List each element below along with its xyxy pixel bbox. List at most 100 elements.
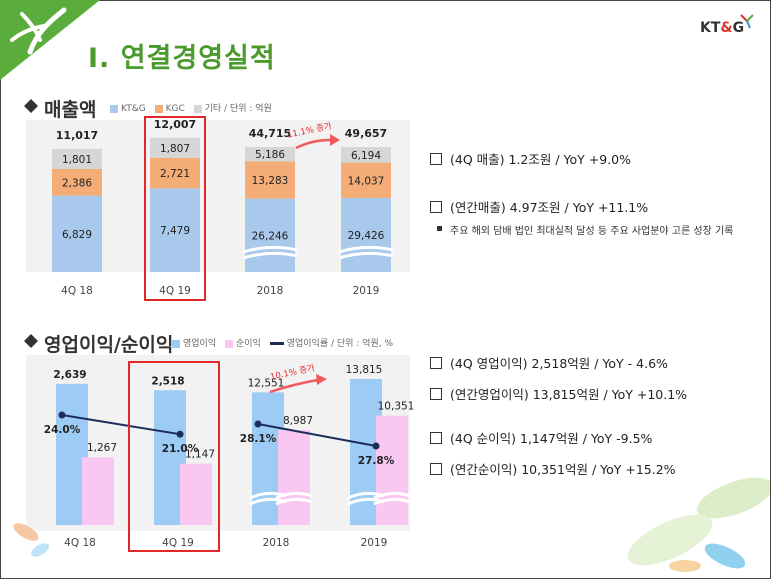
margin-label: 28.1% [240, 433, 277, 445]
net-income-bar [180, 463, 212, 525]
bottom-left-leaf-decoration [13, 523, 50, 557]
note-4q-op: (4Q 영업이익) 2,518억원 / YoY - 4.6% [430, 353, 668, 372]
revenue-category-label: 2018 [257, 285, 284, 297]
revenue-bar-기타-2 [245, 147, 295, 162]
revenue-category-label: 4Q 18 [61, 285, 93, 297]
revenue-total-label: 49,657 [345, 127, 387, 140]
revenue-axis-break-mark [338, 245, 394, 254]
margin-label: 21.0% [162, 443, 199, 455]
revenue-bar-kgc-3 [341, 162, 391, 198]
revenue-value-label: 2,721 [160, 168, 190, 180]
revenue-value-label: 1,807 [160, 143, 190, 155]
profit-growth-arrow [269, 378, 319, 394]
legend-swatch-kgc [154, 104, 163, 113]
revenue-value-label: 5,186 [255, 149, 285, 161]
legend-swatch-other [193, 104, 202, 113]
profit-highlight-box [128, 361, 220, 552]
revenue-value-label: 2,386 [62, 177, 92, 189]
margin-label: 24.0% [44, 424, 81, 436]
checkbox-square-icon [430, 432, 442, 444]
legend-swatch-ktg [110, 104, 118, 113]
margin-point [254, 420, 262, 428]
revenue-value-label: 26,246 [252, 230, 289, 242]
revenue-bar-ktg-1 [150, 188, 200, 272]
revenue-bar-기타-1 [150, 137, 200, 158]
operating-profit-label: 2,518 [151, 375, 184, 387]
corner-leaf-decoration [0, 0, 100, 80]
revenue-value-label: 1,801 [62, 154, 92, 166]
operating-profit-label: 2,639 [53, 369, 86, 381]
profit-category-label: 4Q 19 [162, 537, 194, 549]
revenue-highlight-box [144, 116, 206, 301]
legend-line-margin [269, 342, 284, 345]
revenue-bar-ktg-0 [52, 195, 102, 272]
checkbox-square-icon [430, 463, 442, 475]
revenue-value-label: 7,479 [160, 225, 190, 237]
net-income-bar [82, 457, 114, 525]
revenue-bar-ktg-2 [245, 198, 295, 272]
profit-category-label: 2018 [263, 537, 290, 549]
note-4q-net: (4Q 순이익) 1,147억원 / YoY -9.5% [430, 428, 652, 447]
checkbox-square-icon [430, 388, 442, 400]
margin-line-annual [257, 423, 377, 447]
revenue-bar-kgc-0 [52, 168, 102, 196]
legend-swatch-op [172, 339, 180, 348]
revenue-growth-arrow [295, 138, 331, 150]
revenue-total-label: 12,007 [154, 118, 196, 131]
checkbox-square-icon [430, 357, 442, 369]
checkbox-square-icon [430, 153, 442, 165]
legend-swatch-net [225, 339, 233, 348]
logo-leaf-icon [740, 14, 754, 29]
profit-axis-break-mark [275, 491, 313, 500]
margin-point [176, 430, 184, 438]
revenue-value-label: 14,037 [348, 175, 385, 187]
note-revenue-detail: 주요 해외 담배 법인 최대실적 달성 등 주요 사업분야 고른 성장 기록 [450, 226, 734, 237]
diamond-bullet-icon [24, 334, 38, 348]
revenue-value-label: 13,283 [252, 175, 289, 187]
revenue-value-label: 29,426 [348, 230, 385, 242]
operating-profit-label: 12,551 [248, 377, 285, 389]
profit-category-label: 4Q 18 [64, 537, 96, 549]
checkbox-square-icon [430, 201, 442, 213]
revenue-bar-kgc-1 [150, 157, 200, 189]
revenue-bar-기타-3 [341, 147, 391, 163]
revenue-category-label: 4Q 19 [159, 285, 191, 297]
note-4q-revenue: (4Q 매출) 1.2조원 / YoY +9.0% [430, 149, 631, 168]
square-bullet-icon [437, 226, 442, 231]
revenue-growth-arrowhead [330, 134, 340, 146]
revenue-bar-ktg-3 [341, 197, 391, 272]
margin-line-quarterly [61, 414, 181, 436]
revenue-axis-break-mark [338, 251, 394, 260]
note-annual-op: (연간영업이익) 13,815억원 / YoY +10.1% [430, 384, 687, 403]
ktg-logo: KT&G [700, 20, 745, 36]
profit-legend: 영업이익 순이익 영업이익률 / 단위 : 억원, % [166, 336, 393, 349]
revenue-section-title: 매출액 [44, 99, 97, 121]
profit-axis-break-mark [373, 497, 411, 506]
operating-profit-label: 13,815 [346, 364, 383, 376]
page-title: Ⅰ. 연결경영실적 [88, 43, 276, 74]
revenue-total-label: 11,017 [56, 129, 98, 142]
margin-point [372, 442, 380, 450]
diamond-bullet-icon [24, 99, 38, 113]
net-income-label: 1,267 [87, 442, 117, 454]
revenue-total-label: 44,715 [249, 127, 291, 140]
note-annual-revenue: (연간매출) 4.97조원 / YoY +11.1% [430, 197, 648, 216]
revenue-axis-break-mark [242, 251, 298, 260]
net-income-label: 1,147 [185, 449, 215, 461]
profit-category-label: 2019 [361, 537, 388, 549]
note-annual-net: (연간순이익) 10,351억원 / YoY +15.2% [430, 459, 676, 478]
revenue-category-label: 2019 [353, 285, 380, 297]
revenue-axis-break-mark [242, 245, 298, 254]
margin-point [58, 411, 66, 419]
revenue-value-label: 6,829 [62, 229, 92, 241]
revenue-value-label: 6,194 [351, 150, 381, 162]
profit-axis-break-mark [373, 491, 411, 500]
net-income-bar [278, 430, 310, 525]
margin-label: 27.8% [358, 455, 395, 467]
revenue-bar-기타-0 [52, 148, 102, 169]
profit-axis-break-mark [275, 497, 313, 506]
net-income-bar [376, 415, 408, 525]
profit-section-title: 영업이익/순이익 [44, 334, 174, 356]
